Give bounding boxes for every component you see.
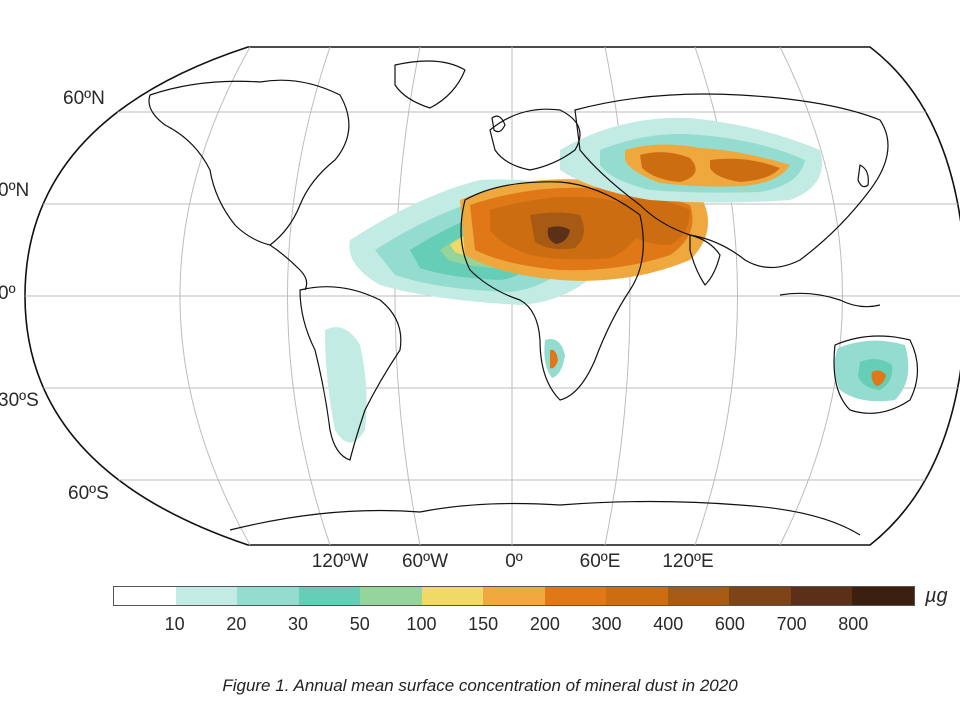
colorbar-tick-label: 400	[653, 614, 684, 634]
colorbar-tick-label: 50	[349, 614, 370, 634]
colorbar-segment	[175, 587, 238, 605]
lon-label-120w: 120ºW	[311, 551, 369, 572]
indonesia-outline	[779, 292, 881, 308]
central-america-outline	[269, 244, 308, 291]
colorbar-segment	[421, 587, 484, 605]
figure-caption: Figure 1. Annual mean surface concentrat…	[222, 676, 738, 695]
lon-label-0: 0º	[505, 551, 523, 572]
colorbar-segment	[298, 587, 361, 605]
colorbar-segment	[606, 587, 668, 605]
north-america-outline	[148, 79, 350, 246]
uk-outline	[491, 115, 506, 133]
colorbar-tick-label: 200	[529, 614, 560, 634]
colorbar-segment	[790, 587, 853, 605]
land-outlines	[148, 60, 919, 536]
colorbar-segment	[114, 587, 176, 605]
colorbar-tick-label: 300	[591, 614, 622, 634]
europe-outline	[489, 108, 581, 171]
colorbar-segment	[483, 587, 545, 605]
colorbar-segment	[360, 587, 422, 605]
asia-outline	[574, 93, 889, 269]
lat-label-60n: 60ºN	[63, 88, 105, 109]
japan-outline	[857, 164, 869, 188]
australia-outline	[833, 335, 919, 414]
lon-label-120e: 120ºE	[662, 551, 714, 572]
lon-label-60e: 60ºE	[579, 551, 621, 572]
colorbar-tick-label: 20	[226, 614, 247, 634]
colorbar-segment	[237, 587, 299, 605]
colorbar-tick-label: 10	[164, 614, 185, 634]
africa-outline	[460, 181, 644, 401]
colorbar-tick-label: 30	[288, 614, 309, 634]
india-outline	[689, 234, 721, 286]
antarctica-outline	[229, 500, 861, 536]
colorbar-tick-label: 150	[468, 614, 499, 634]
greenland-outline	[394, 60, 466, 109]
colorbar-segment	[729, 587, 791, 605]
colorbar	[113, 586, 915, 606]
lat-label-30s: 30ºS	[0, 390, 39, 411]
south-america-outline	[299, 286, 402, 461]
colorbar-segment	[544, 587, 607, 605]
dust-central-asia	[560, 117, 822, 203]
lat-label-equator: 0º	[0, 283, 16, 304]
dust-southern-africa	[544, 339, 565, 378]
colorbar-tick-label: 800	[838, 614, 869, 634]
lat-label-60s: 60ºS	[68, 483, 109, 504]
lat-label-30n: 0ºN	[0, 180, 30, 201]
colorbar-unit: µg	[925, 585, 948, 607]
colorbar-tick-label: 600	[714, 614, 745, 634]
lon-label-60w: 60ºW	[401, 551, 449, 572]
dust-australia	[834, 340, 909, 402]
colorbar-segment	[667, 587, 730, 605]
dust-sahara-arabia	[460, 179, 708, 281]
colorbar-segment	[852, 587, 914, 605]
colorbar-tick-label: 700	[776, 614, 807, 634]
dust-south-america	[325, 327, 367, 443]
colorbar-tick-label: 100	[406, 614, 437, 634]
